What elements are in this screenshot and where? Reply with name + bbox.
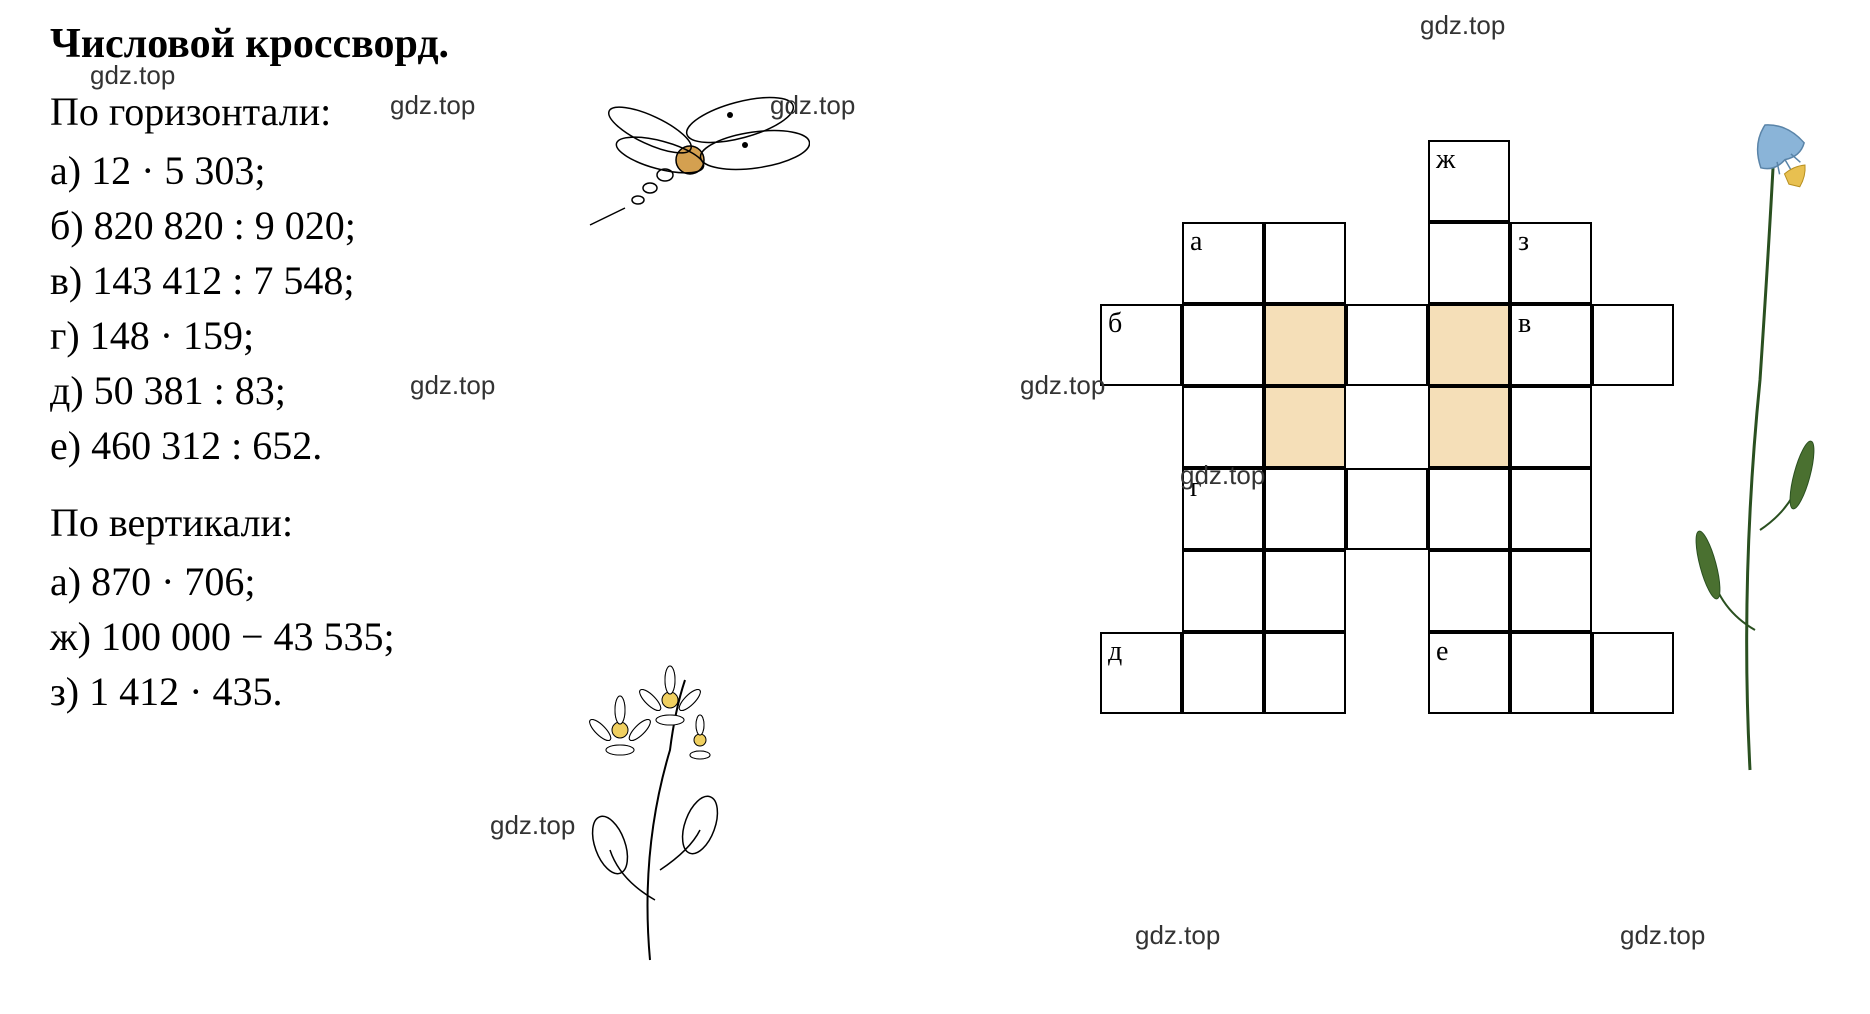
watermark-text: gdz.top [90,60,175,91]
cell-label: ж [1436,144,1455,176]
bellflower-icon [1660,80,1840,780]
grid-cell [1264,304,1346,386]
grid-cell [1264,550,1346,632]
grid-cell [1428,222,1510,304]
grid-cell [1346,468,1428,550]
main-container: Числовой кроссворд. По горизонтали: а) 1… [20,20,1850,723]
watermark-text: gdz.top [1135,920,1220,951]
grid-cell [1346,304,1428,386]
watermark-text: gdz.top [490,810,575,841]
watermark-text: gdz.top [770,90,855,121]
watermark-text: gdz.top [1620,920,1705,951]
grid-cell: ж [1428,140,1510,222]
grid-cell [1264,468,1346,550]
watermark-text: gdz.top [1420,10,1505,41]
grid-cell [1264,222,1346,304]
clue-item: а) 870 · 706; [50,558,830,605]
grid-cell [1510,550,1592,632]
grid-cell [1428,304,1510,386]
grid-cell [1182,632,1264,714]
grid-cell [1264,632,1346,714]
clue-item: в) 143 412 : 7 548; [50,257,830,304]
cell-label: в [1518,308,1531,340]
grid-cell: е [1428,632,1510,714]
grid-cell [1510,386,1592,468]
grid-cell: а [1182,222,1264,304]
cell-label: а [1190,226,1202,258]
cell-label: е [1436,636,1448,668]
grid-cell: з [1510,222,1592,304]
watermark-text: gdz.top [410,370,495,401]
grid-cell [1510,632,1592,714]
dragonfly-icon [570,60,810,240]
watermark-text: gdz.top [390,90,475,121]
grid-cell [1264,386,1346,468]
grid-cell [1428,386,1510,468]
watermark-text: gdz.top [1020,370,1105,401]
cell-label: д [1108,636,1122,668]
cell-label: б [1108,308,1122,340]
grid-cell [1510,468,1592,550]
grid-cell [1428,550,1510,632]
grid-cell [1182,304,1264,386]
grid-cell [1428,468,1510,550]
grid-cell: б [1100,304,1182,386]
grid-cell [1182,386,1264,468]
grid-cell: д [1100,632,1182,714]
vertical-subtitle: По вертикали: [50,499,830,546]
clue-item: г) 148 · 159; [50,312,830,359]
grid-cell: в [1510,304,1592,386]
cell-label: з [1518,226,1529,258]
grid-cell [1182,550,1264,632]
watermark-text: gdz.top [1180,460,1265,491]
clue-item: е) 460 312 : 652. [50,422,830,469]
